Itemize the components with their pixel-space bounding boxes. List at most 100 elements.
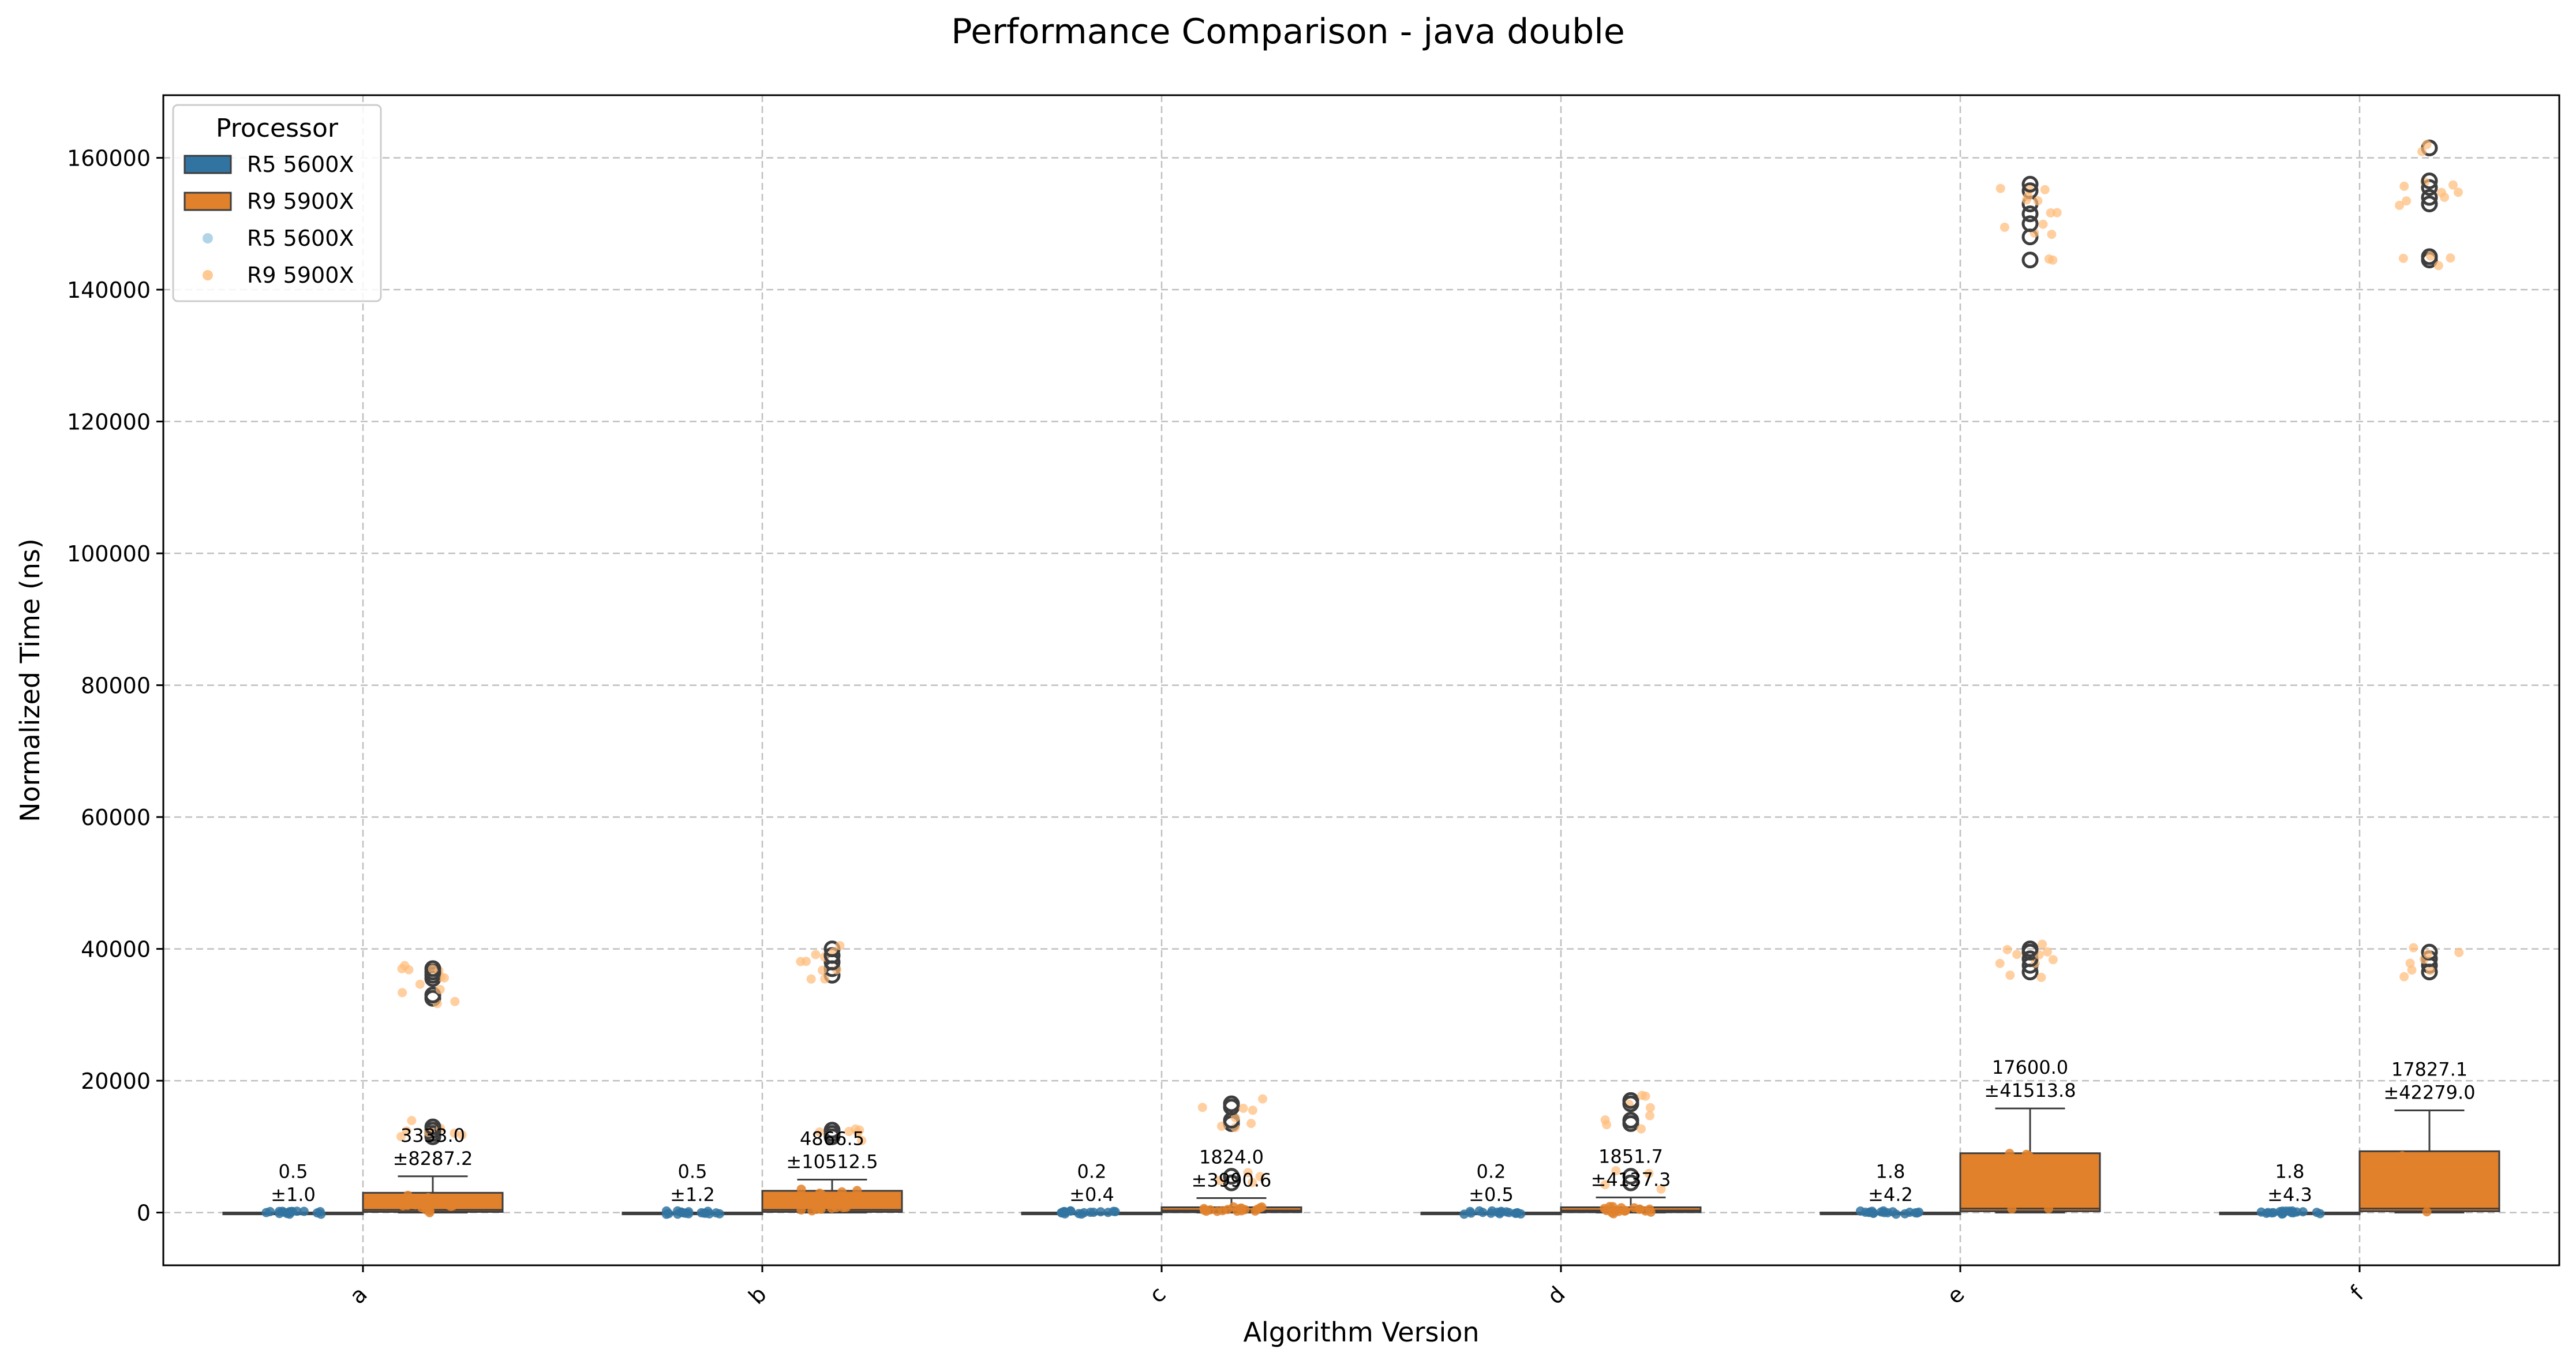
- data-point: [2417, 147, 2427, 156]
- data-point: [2011, 1176, 2021, 1186]
- data-point: [815, 1203, 825, 1213]
- data-point: [2423, 1156, 2433, 1165]
- data-point: [1912, 1208, 1922, 1218]
- data-point: [811, 950, 821, 960]
- plot-frame: [162, 94, 2560, 1266]
- data-point: [833, 1192, 843, 1202]
- data-point: [431, 1197, 441, 1206]
- data-point: [1089, 1208, 1099, 1217]
- legend-box-swatch: [184, 155, 232, 174]
- data-point: [2425, 1195, 2435, 1205]
- outlier-marker: [1622, 1112, 1639, 1129]
- data-point: [1635, 1204, 1645, 1214]
- data-point: [1995, 958, 2005, 968]
- data-point: [435, 984, 445, 994]
- data-point: [817, 965, 827, 975]
- data-point: [428, 964, 437, 974]
- outlier-marker: [2421, 248, 2438, 265]
- data-point: [2395, 200, 2405, 210]
- chart-title: Performance Comparison - java double: [951, 12, 1625, 52]
- outlier-marker: [2421, 179, 2438, 196]
- data-point: [1466, 1208, 1476, 1218]
- data-point: [1602, 1120, 1612, 1130]
- data-point: [2398, 253, 2408, 263]
- data-point: [2440, 192, 2450, 202]
- outlier-marker: [2021, 215, 2039, 233]
- data-point: [424, 1193, 433, 1202]
- data-point: [2455, 1193, 2465, 1203]
- mean-label: 1851.7: [1598, 1145, 1663, 1167]
- data-point: [2038, 219, 2048, 229]
- mean-label: 1.8: [2275, 1161, 2305, 1183]
- std-label: ±1.2: [670, 1184, 715, 1206]
- outlier-marker: [2421, 943, 2438, 961]
- data-point: [1645, 1103, 1655, 1112]
- outlier-marker: [1622, 1092, 1639, 1109]
- outlier-marker: [2421, 196, 2438, 213]
- outlier-marker: [2021, 175, 2039, 193]
- data-point: [1079, 1208, 1089, 1217]
- data-point: [409, 1194, 419, 1204]
- mean-label: 1.8: [1876, 1161, 1905, 1183]
- data-point: [852, 1186, 862, 1195]
- outlier-marker: [1223, 1168, 1240, 1185]
- data-point: [315, 1207, 325, 1217]
- data-point: [2398, 1165, 2407, 1175]
- data-point: [1867, 1206, 1877, 1216]
- std-label: ±8287.2: [393, 1148, 473, 1170]
- data-point: [2399, 181, 2409, 191]
- y-tick-label: 140000: [67, 278, 151, 303]
- std-label: ±4137.3: [1591, 1168, 1671, 1190]
- data-point: [2007, 1204, 2017, 1214]
- data-point: [398, 1201, 408, 1210]
- data-point: [2044, 1204, 2054, 1213]
- data-point: [1248, 1178, 1257, 1187]
- data-point: [1243, 1168, 1253, 1178]
- outlier-marker: [424, 987, 441, 1004]
- data-point: [2285, 1206, 2294, 1216]
- data-point: [2425, 966, 2435, 976]
- y-tick-label: 60000: [81, 805, 151, 830]
- std-label: ±10512.5: [786, 1150, 878, 1172]
- data-point: [2039, 1178, 2049, 1188]
- data-point: [817, 1190, 827, 1200]
- outlier-marker: [1223, 1095, 1240, 1112]
- data-point: [1229, 1202, 1238, 1212]
- y-tick-label: 0: [137, 1201, 151, 1226]
- outlier-marker: [2421, 173, 2438, 190]
- data-point: [398, 988, 407, 998]
- data-point: [1096, 1207, 1106, 1217]
- data-point: [1502, 1207, 1511, 1217]
- data-point: [2002, 945, 2012, 954]
- data-point: [396, 1131, 406, 1141]
- data-point: [2036, 973, 2046, 983]
- y-tick-label: 160000: [67, 146, 151, 171]
- data-point: [2000, 222, 2009, 232]
- data-point: [1250, 1206, 1260, 1216]
- data-point: [2033, 1190, 2043, 1200]
- data-point: [2448, 180, 2458, 190]
- outlier-marker: [2421, 189, 2438, 206]
- data-point: [1474, 1206, 1484, 1216]
- y-tick-label: 40000: [81, 937, 151, 962]
- data-point: [400, 961, 410, 970]
- data-point: [2399, 972, 2409, 981]
- data-point: [2315, 1209, 2325, 1219]
- data-point: [1637, 1124, 1646, 1134]
- legend-label: R5 5600X: [247, 226, 354, 251]
- data-point: [2009, 1192, 2019, 1202]
- data-point: [796, 1205, 806, 1215]
- std-label: ±0.5: [1469, 1184, 1514, 1206]
- outlier-marker: [2021, 205, 2039, 223]
- data-point: [1246, 1119, 1256, 1129]
- data-point: [838, 1202, 848, 1212]
- data-point: [1997, 1168, 2007, 1178]
- data-point: [2425, 251, 2435, 261]
- data-point: [796, 957, 806, 966]
- y-tick-label: 120000: [67, 410, 151, 435]
- data-point: [1609, 1209, 1619, 1219]
- y-axis: 0 20000 40000 60000 80000 100000 120000 140000 1…: [67, 146, 163, 1226]
- mean-label: 17827.1: [2391, 1059, 2468, 1081]
- data-point: [1199, 1204, 1209, 1213]
